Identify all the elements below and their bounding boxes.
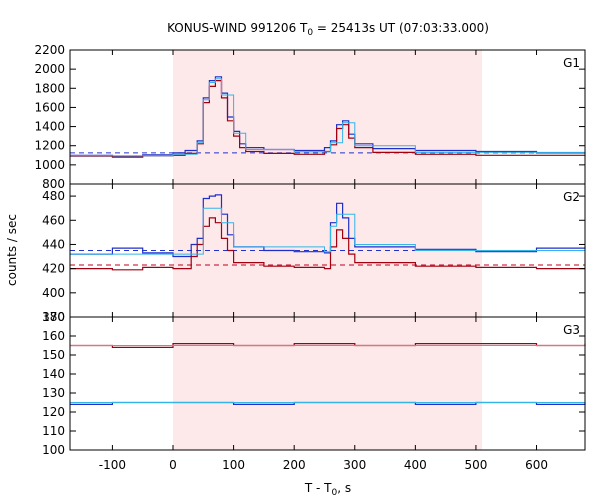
x-tick-label: 600 (525, 458, 548, 472)
x-axis-label-rest: , s (337, 481, 351, 495)
chart-title-rest: = 25413s UT (07:03:33.000) (313, 21, 489, 35)
frame-layer (69, 49, 586, 451)
y-tick-label-g1: 800 (42, 177, 65, 191)
x-tick-label: 500 (464, 458, 487, 472)
y-tick-label-g3: 120 (42, 405, 65, 419)
x-tick-label: 400 (404, 458, 427, 472)
y-tick-label-g1: 1400 (34, 120, 65, 134)
series-g2-red-1 (70, 217, 585, 271)
y-tick-label-g2: 480 (42, 189, 65, 203)
y-tick-label-g3: 140 (42, 367, 65, 381)
x-tick-label: -100 (99, 458, 126, 472)
text-layer: KONUS-WIND 991206 T0 = 25413s UT (07:03:… (5, 21, 580, 498)
x-axis-label-subscript: 0 (332, 488, 338, 498)
y-tick-label-g1: 2200 (34, 43, 65, 57)
y-tick-label-g2: 460 (42, 213, 65, 227)
x-tick-label: 0 (169, 458, 177, 472)
y-tick-label-g3: 150 (42, 348, 65, 362)
y-tick-label-g2: 400 (42, 286, 65, 300)
y-tick-label-g1: 1600 (34, 100, 65, 114)
panel-frame-g3 (69, 316, 586, 451)
y-tick-label-g1: 1200 (34, 139, 65, 153)
y-tick-label-g2: 380 (42, 310, 65, 324)
series-g2-cyan-2 (70, 207, 586, 255)
chart-title-main: KONUS-WIND 991206 T (167, 21, 308, 35)
y-tick-label-g2: 420 (42, 262, 65, 276)
panel-label-g2: G2 (563, 190, 580, 204)
y-tick-label-g3: 160 (42, 329, 65, 343)
chart-title-subscript: 0 (307, 28, 313, 38)
panel-label-g1: G1 (563, 56, 580, 70)
chart-title: KONUS-WIND 991206 T0 = 25413s UT (07:03:… (167, 21, 489, 38)
x-axis-label-main: T - T (304, 481, 332, 495)
y-tick-label-g3: 170 (42, 310, 65, 324)
y-tick-label-g1: 1000 (34, 158, 65, 172)
y-axis-label: counts / sec (5, 214, 19, 286)
y-tick-label-g1: 1800 (34, 81, 65, 95)
y-tick-label-g3: 100 (42, 443, 65, 457)
x-axis-label: T - T0, s (304, 481, 351, 498)
series-g3-red-0 (70, 343, 586, 348)
series-g1-cyan-2 (70, 78, 586, 157)
x-tick-label: 200 (283, 458, 306, 472)
y-tick-label-g2: 440 (42, 237, 65, 251)
x-tick-label: 100 (222, 458, 245, 472)
y-tick-label-g3: 110 (42, 424, 65, 438)
panel-label-g3: G3 (563, 323, 580, 337)
y-tick-label-g1: 2000 (34, 62, 65, 76)
x-tick-label: 300 (343, 458, 366, 472)
y-tick-label-g3: 130 (42, 386, 65, 400)
